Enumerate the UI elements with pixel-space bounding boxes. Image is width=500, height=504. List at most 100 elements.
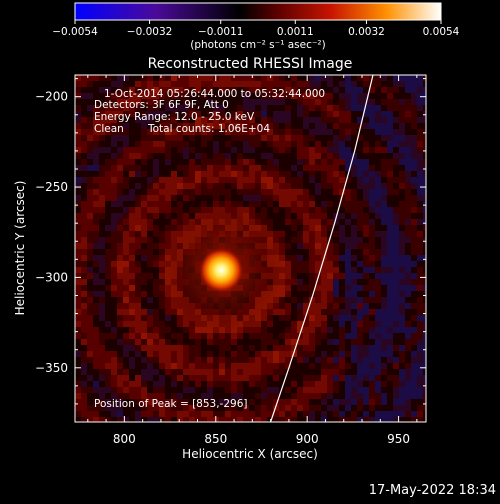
heatmap-cell [135, 327, 141, 333]
heatmap-cell [99, 231, 105, 237]
heatmap-cell [321, 357, 327, 363]
heatmap-cell [291, 339, 297, 345]
heatmap-cell [147, 381, 153, 387]
heatmap-cell [411, 237, 417, 243]
heatmap-cell [327, 297, 333, 303]
heatmap-cell [357, 417, 363, 422]
heatmap-cell [183, 87, 189, 93]
heatmap-cell [225, 339, 231, 345]
heatmap-cell [165, 177, 171, 183]
heatmap-cell [87, 237, 93, 243]
heatmap-cell [333, 291, 339, 297]
heatmap-cell [255, 399, 261, 405]
heatmap-cell [129, 357, 135, 363]
heatmap-cell [309, 405, 315, 411]
heatmap-cell [81, 153, 87, 159]
heatmap-cell [369, 93, 375, 99]
heatmap-cell [261, 333, 267, 339]
heatmap-cell [423, 111, 426, 117]
heatmap-cell [357, 249, 363, 255]
heatmap-cell [255, 381, 261, 387]
heatmap-cell [255, 105, 261, 111]
heatmap-cell [285, 249, 291, 255]
heatmap-cell [381, 105, 387, 111]
heatmap-cell [135, 411, 141, 417]
heatmap-cell [219, 93, 225, 99]
heatmap-cell [363, 237, 369, 243]
heatmap-cell [165, 153, 171, 159]
heatmap-cell [399, 309, 405, 315]
heatmap-cell [381, 87, 387, 93]
heatmap-cell [345, 321, 351, 327]
heatmap-cell [93, 195, 99, 201]
heatmap-cell [291, 231, 297, 237]
heatmap-cell [111, 177, 117, 183]
heatmap-cell [189, 129, 195, 135]
heatmap-cell [363, 309, 369, 315]
heatmap-cell [411, 279, 417, 285]
heatmap-cell [219, 153, 225, 159]
heatmap-cell [123, 249, 129, 255]
heatmap-cell [111, 369, 117, 375]
heatmap-cell [297, 81, 303, 87]
heatmap-cell [99, 405, 105, 411]
heatmap-cell [147, 411, 153, 417]
heatmap-cell [123, 381, 129, 387]
heatmap-cell [351, 363, 357, 369]
heatmap-cell [267, 183, 273, 189]
heatmap-cell [357, 315, 363, 321]
heatmap-cell [189, 195, 195, 201]
heatmap-cell [411, 357, 417, 363]
heatmap-cell [363, 345, 369, 351]
heatmap-cell [333, 321, 339, 327]
heatmap-cell [417, 405, 423, 411]
heatmap-cell [189, 351, 195, 357]
heatmap-cell [177, 93, 183, 99]
heatmap-cell [153, 105, 159, 111]
heatmap-cell [303, 345, 309, 351]
heatmap-cell [99, 129, 105, 135]
heatmap-cell [321, 249, 327, 255]
heatmap-cell [219, 117, 225, 123]
heatmap-cell [141, 153, 147, 159]
heatmap-cell [399, 201, 405, 207]
heatmap-cell [177, 135, 183, 141]
heatmap-cell [393, 369, 399, 375]
heatmap-cell [327, 105, 333, 111]
heatmap-cell [327, 309, 333, 315]
heatmap-cell [345, 123, 351, 129]
heatmap-cell [99, 327, 105, 333]
heatmap-cell [411, 177, 417, 183]
heatmap-cell [267, 309, 273, 315]
heatmap-cell [93, 273, 99, 279]
heatmap-cell [423, 135, 426, 141]
heatmap-cell [255, 99, 261, 105]
heatmap-cell [387, 339, 393, 345]
heatmap-cell [129, 171, 135, 177]
heatmap-cell [423, 399, 426, 405]
heatmap-cell [375, 363, 381, 369]
heatmap-cell [117, 75, 123, 81]
heatmap-cell [111, 165, 117, 171]
heatmap-cell [129, 273, 135, 279]
heatmap-cell [405, 405, 411, 411]
heatmap-cell [81, 183, 87, 189]
heatmap-cell [339, 159, 345, 165]
heatmap-cell [411, 387, 417, 393]
heatmap-cell [93, 93, 99, 99]
heatmap-cell [87, 279, 93, 285]
heatmap-cell [357, 225, 363, 231]
heatmap-cell [357, 207, 363, 213]
heatmap-cell [87, 225, 93, 231]
heatmap-cell [249, 411, 255, 417]
heatmap-cell [231, 171, 237, 177]
heatmap-cell [303, 261, 309, 267]
heatmap-cell [339, 393, 345, 399]
heatmap-cell [405, 387, 411, 393]
heatmap-cell [165, 369, 171, 375]
heatmap-cell [99, 369, 105, 375]
heatmap-cell [351, 333, 357, 339]
heatmap-cell [93, 147, 99, 153]
heatmap-cell [411, 261, 417, 267]
heatmap-cell [117, 327, 123, 333]
